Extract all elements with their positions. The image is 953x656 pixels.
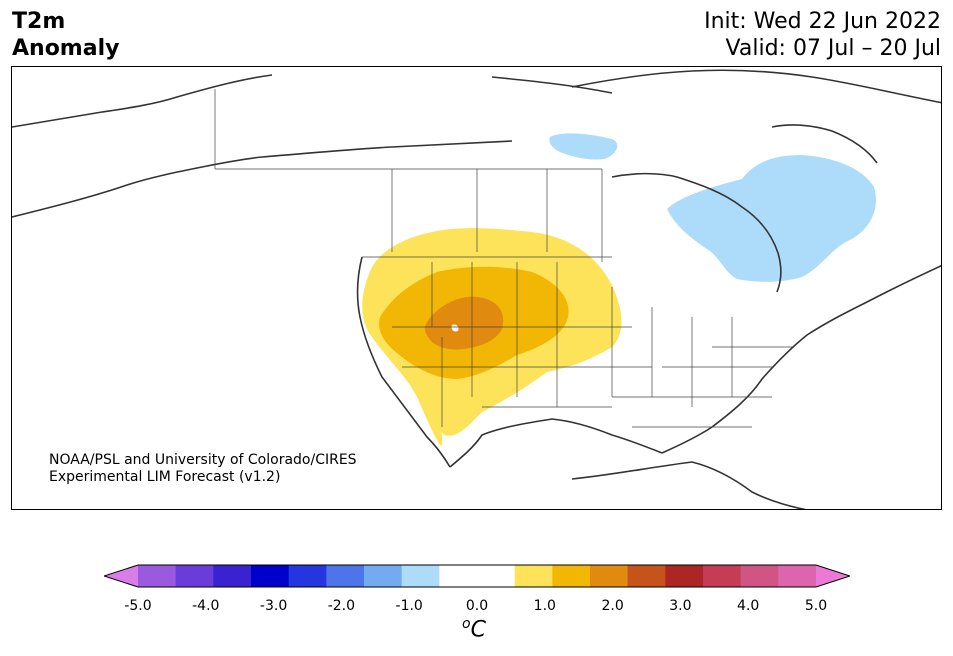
valid-range: Valid: 07 Jul – 20 Jul: [725, 36, 941, 61]
unit-letter: C: [470, 617, 486, 643]
colorbar-cell: [740, 565, 779, 587]
map-title: T2m Anomaly: [12, 8, 119, 62]
colorbar-tick-label: -1.0: [395, 598, 423, 614]
colorbar-cell: [477, 565, 516, 587]
colorbar-cell: [175, 565, 214, 587]
colorbar-tick-label: -4.0: [192, 598, 220, 614]
cold-anomaly-hudson-bay: [667, 155, 876, 282]
colorbar-cell: [778, 565, 817, 587]
colorbar-cell: [514, 565, 553, 587]
anomaly-map: NOAA/PSL and University of Colorado/CIRE…: [11, 66, 942, 510]
colorbar-extend-high: [816, 565, 850, 587]
colorbar-cell: [364, 565, 403, 587]
credit-line-2: Experimental LIM Forecast (v1.2): [49, 469, 280, 485]
colorbar: [104, 564, 850, 588]
coastlines: [12, 69, 941, 509]
colorbar-tick-label: 4.0: [737, 598, 760, 614]
map-canvas: NOAA/PSL and University of Colorado/CIRE…: [12, 69, 941, 509]
colorbar-tick-label: -3.0: [259, 598, 288, 614]
colorbar-tick-label: 3.0: [669, 598, 692, 614]
colorbar-tick-label: 1.0: [533, 598, 556, 614]
unit-degree: o: [462, 616, 471, 632]
colorbar-tick-label: 5.0: [804, 598, 828, 614]
cold-anomaly-labrador: [549, 133, 618, 160]
unit-label: oC: [462, 616, 486, 642]
colorbar-tick-label: 0.0: [465, 598, 489, 614]
colorbar-tick-label: 2.0: [601, 598, 624, 614]
forecast-dates: Init: Wed 22 Jun 2022 Valid: 07 Jul – 20…: [704, 8, 941, 62]
title-line-1: T2m: [12, 9, 66, 34]
colorbar-extend-low: [104, 565, 138, 587]
warm-anomaly-core: [424, 296, 504, 350]
colorbar-cell: [326, 565, 365, 587]
warm-anomaly-southwest-arm: [409, 367, 443, 446]
colorbar-cell: [213, 565, 252, 587]
colorbar-cell: [288, 565, 327, 587]
warm-anomaly-peak: [451, 324, 459, 332]
colorbar-cell: [665, 565, 704, 587]
colorbar-tick-label: -2.0: [327, 598, 356, 614]
colorbar-cell: [552, 565, 591, 587]
credit-line-1: NOAA/PSL and University of Colorado/CIRE…: [49, 452, 357, 468]
title-line-2: Anomaly: [12, 36, 120, 61]
political-borders: [214, 89, 792, 428]
colorbar-cell: [703, 565, 742, 587]
colorbar-cell: [251, 565, 290, 587]
colorbar-tick-label: -5.0: [124, 598, 152, 614]
colorbar-cell: [138, 565, 177, 587]
colorbar-cell: [627, 565, 666, 587]
init-date: Init: Wed 22 Jun 2022: [704, 9, 941, 34]
colorbar-cell: [439, 565, 478, 587]
colorbar-cell: [401, 565, 440, 587]
colorbar-cell: [590, 565, 629, 587]
